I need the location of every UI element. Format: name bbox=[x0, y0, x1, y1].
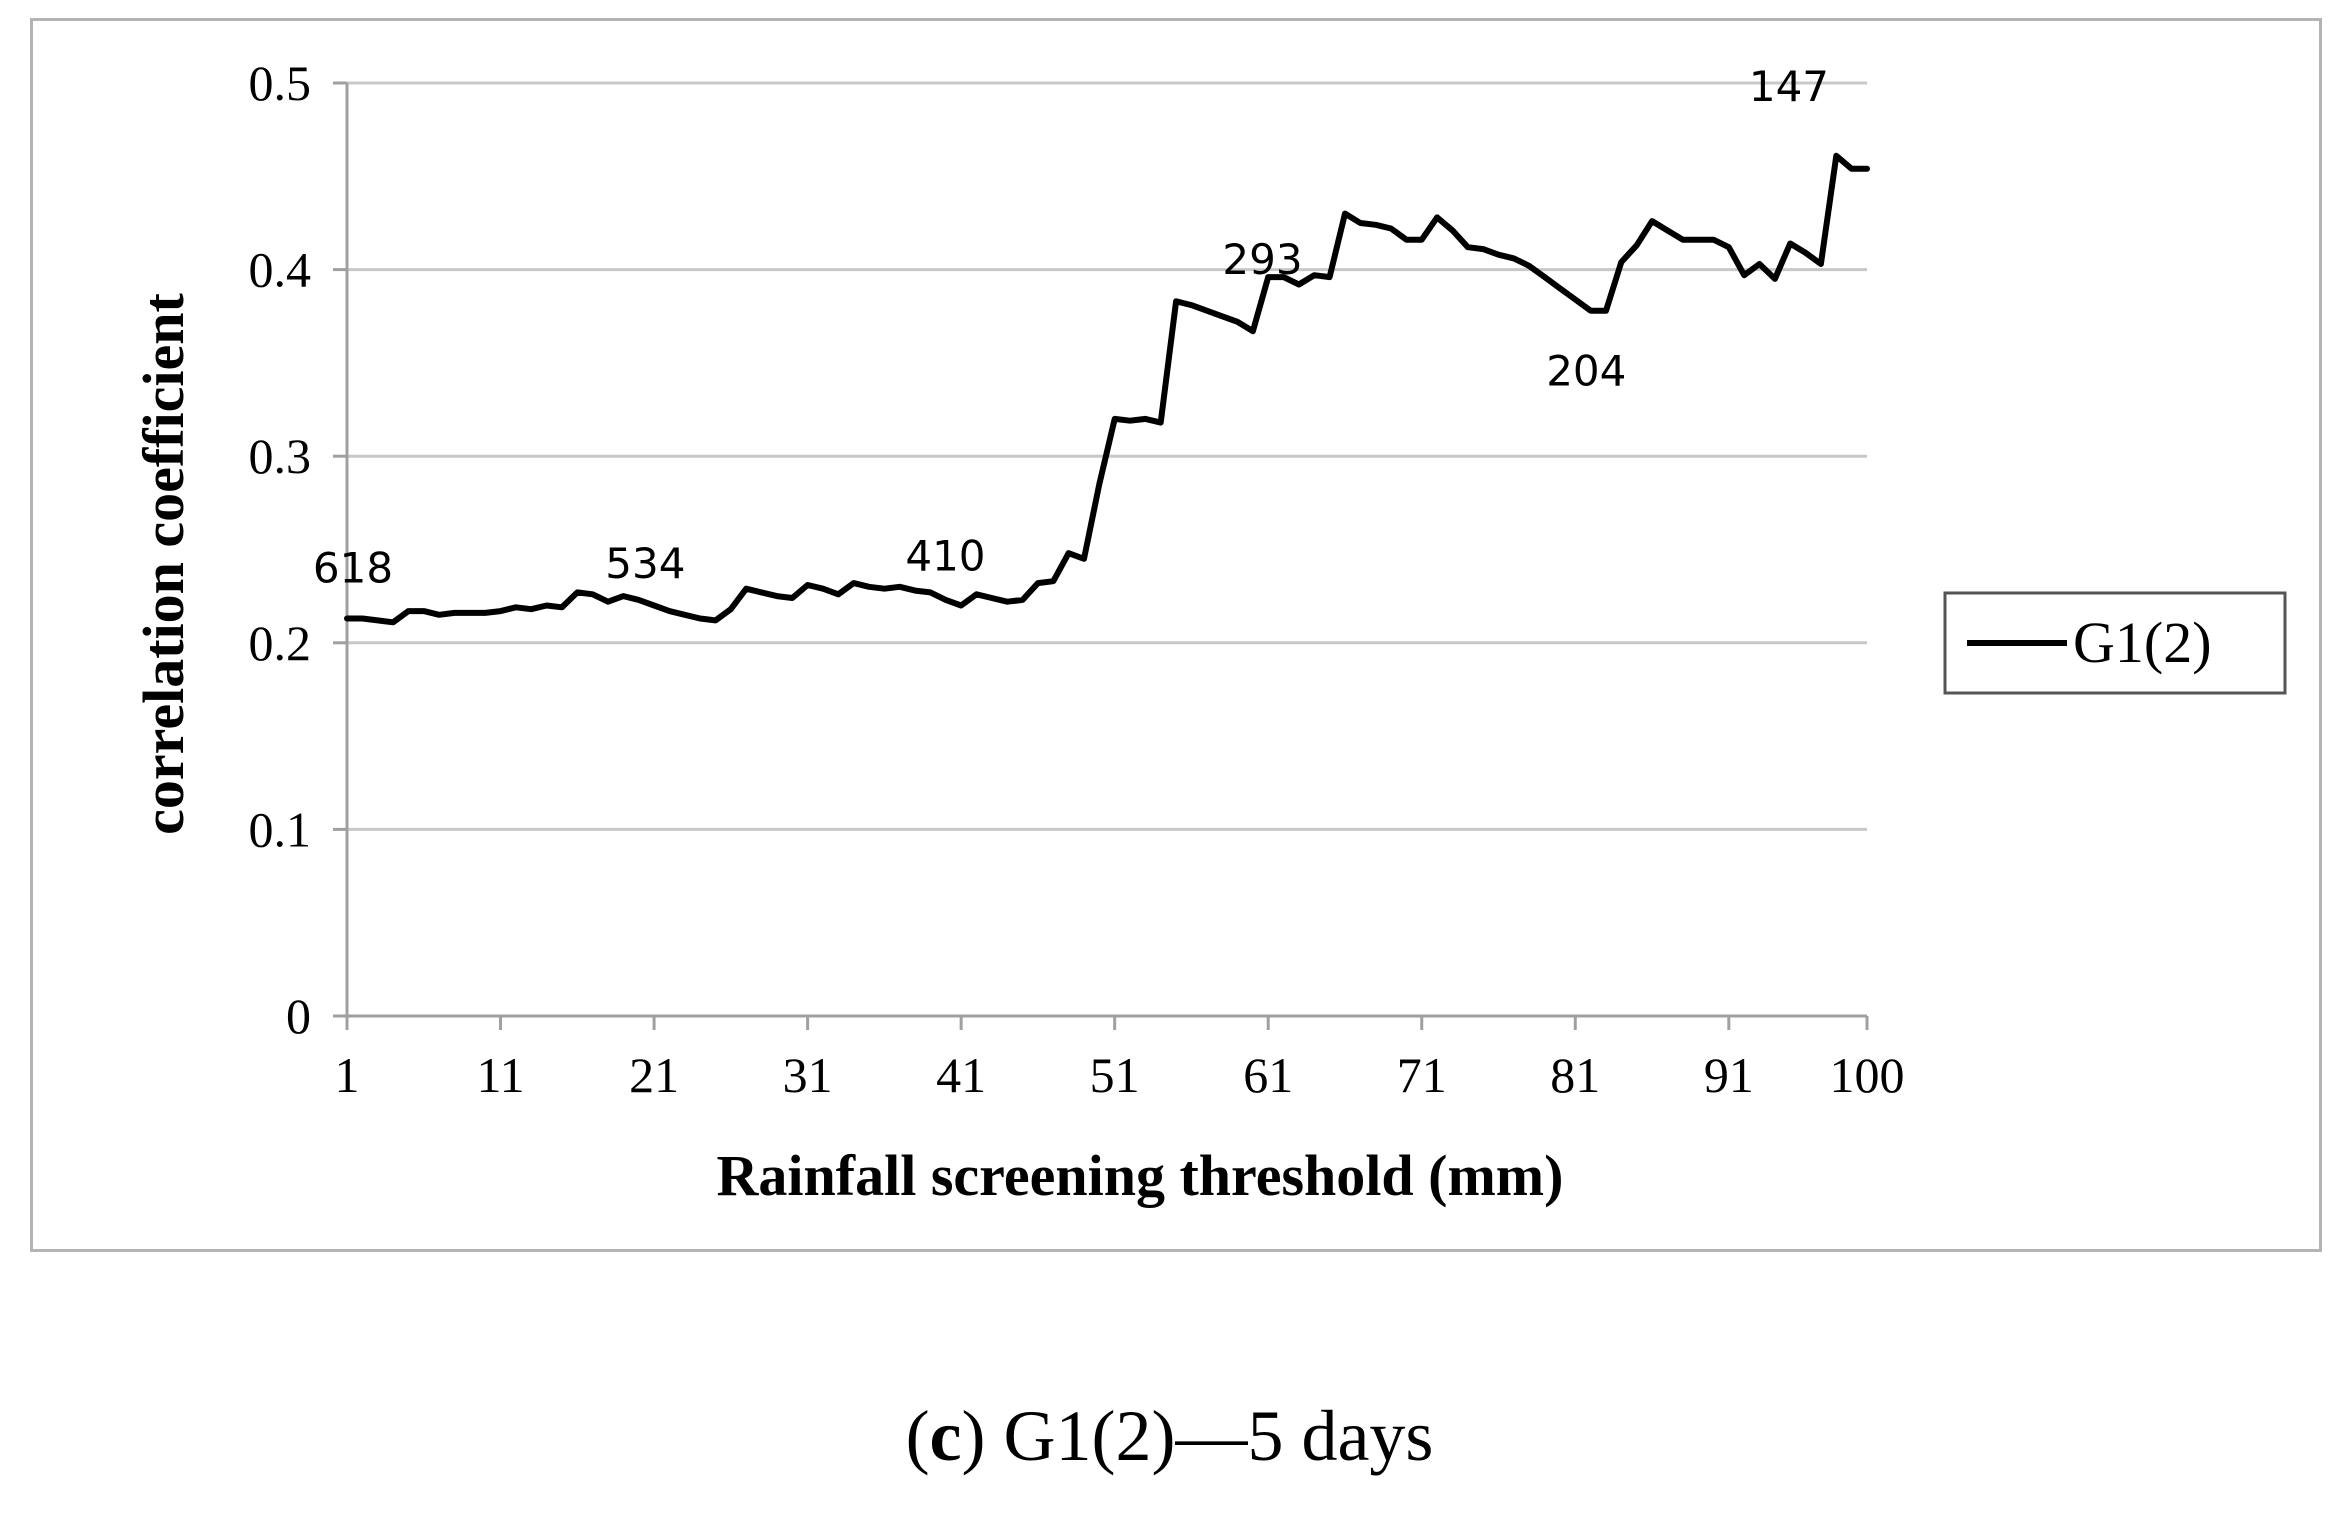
y-tick-label-1: 0.1 bbox=[249, 801, 312, 857]
x-tick-label-8: 81 bbox=[1550, 1047, 1600, 1103]
caption-letter: c bbox=[929, 1396, 962, 1476]
x-tick-labels: 1 11 21 31 41 51 61 71 81 91 100 bbox=[335, 1047, 1905, 1103]
y-tick-label-5: 0.5 bbox=[249, 55, 312, 111]
data-annotations: 618 534 410 293 204 147 bbox=[313, 62, 1829, 593]
x-tick-label-10: 100 bbox=[1830, 1047, 1905, 1103]
x-tick-label-0: 1 bbox=[335, 1047, 360, 1103]
series-line-g1-2 bbox=[344, 152, 1870, 626]
x-tick-label-7: 71 bbox=[1397, 1047, 1447, 1103]
annotation-label-1: 534 bbox=[605, 539, 685, 588]
legend: G1(2) bbox=[1943, 591, 2287, 695]
chart-svg: 00.10.20.30.40.5 1 11 21 31 41 51 61 71 81 91 100 … bbox=[131, 55, 2287, 1208]
x-tick-label-9: 91 bbox=[1704, 1047, 1754, 1103]
axis-layer bbox=[333, 81, 1869, 1030]
x-tick-label-5: 51 bbox=[1090, 1047, 1140, 1103]
chart-frame: 0 0.1 0.2 0.3 0.4 0.5 1 11 21 31 41 51 61 71 81 91 100 … bbox=[30, 18, 2322, 1252]
x-tick-label-6: 61 bbox=[1243, 1047, 1293, 1103]
x-tick-label-2: 21 bbox=[629, 1047, 679, 1103]
figure-caption: (c) G1(2)—5 days bbox=[0, 1395, 2339, 1478]
y-tick-label-3: 0.3 bbox=[249, 428, 312, 484]
annotation-label-5: 147 bbox=[1749, 62, 1829, 111]
x-tick-label-1: 11 bbox=[476, 1047, 524, 1103]
annotation-label-2: 410 bbox=[905, 531, 985, 580]
legend-label: G1(2) bbox=[2073, 610, 2212, 675]
x-tick-label-3: 31 bbox=[783, 1047, 833, 1103]
y-axis-title: correlation coefficient bbox=[131, 293, 196, 835]
annotation-label-4: 204 bbox=[1546, 346, 1626, 395]
y-tick-label-4: 0.4 bbox=[249, 242, 312, 298]
caption-text: ) G1(2)—5 days bbox=[961, 1396, 1434, 1476]
caption-open-paren: ( bbox=[905, 1396, 930, 1476]
y-tick-label-2: 0.2 bbox=[249, 615, 312, 671]
y-tick-label-0: 0 bbox=[286, 988, 311, 1044]
y-tick-labels: 0 0.1 0.2 0.3 0.4 0.5 bbox=[249, 55, 312, 1044]
annotation-label-3: 293 bbox=[1222, 235, 1302, 284]
x-axis-title: Rainfall screening threshold (mm) bbox=[717, 1143, 1564, 1208]
annotation-label-0: 618 bbox=[313, 544, 393, 593]
x-tick-label-4: 41 bbox=[936, 1047, 986, 1103]
